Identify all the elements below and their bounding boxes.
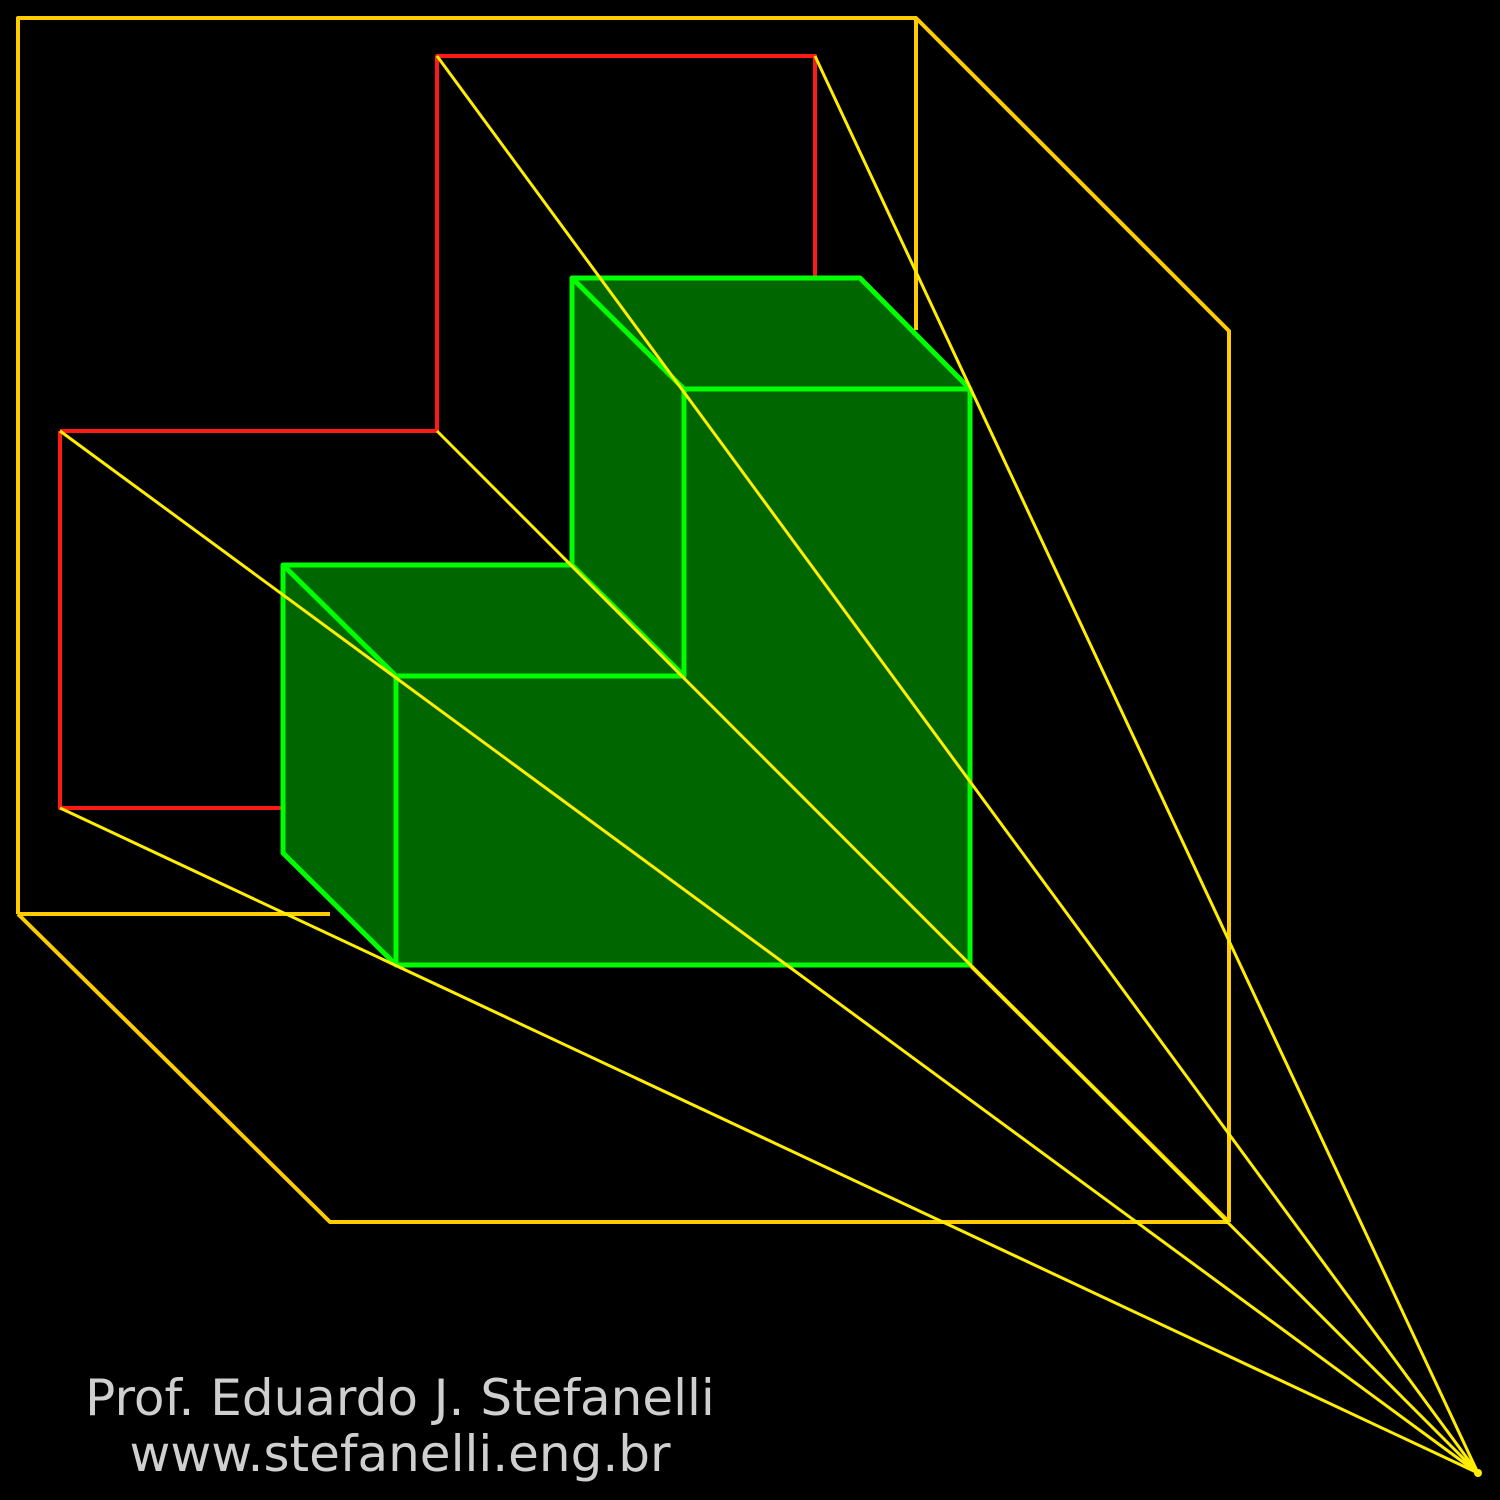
projection-lines [59,55,1480,1475]
projection-line [59,806,1479,1475]
projection-line [435,55,1480,1474]
solid-lower-edge [281,563,398,678]
projection-line [813,55,1480,1474]
projection-line [59,429,1479,1475]
author-credit: Prof. Eduardo J. Stefanelli [85,1369,715,1427]
website-credit: www.stefanelli.eng.br [129,1425,671,1483]
projection-line [435,429,1480,1475]
solid-upper-edge [570,276,686,391]
vanishing-point [1474,1469,1482,1477]
frame-bottom-edges [16,912,1229,1224]
